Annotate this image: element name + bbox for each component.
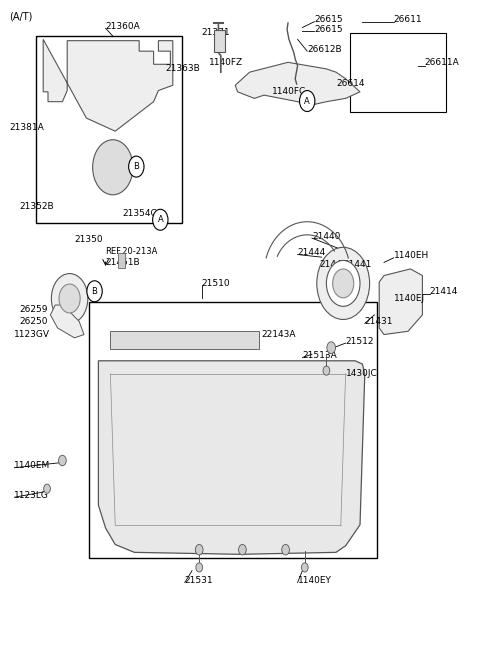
Circle shape — [59, 284, 80, 313]
Text: (A/T): (A/T) — [10, 11, 33, 22]
Text: 1140EY: 1140EY — [298, 576, 332, 585]
Circle shape — [153, 209, 168, 230]
Text: 21451B: 21451B — [106, 258, 140, 267]
Circle shape — [282, 544, 289, 555]
Circle shape — [129, 156, 144, 177]
Circle shape — [51, 274, 88, 323]
Polygon shape — [379, 269, 422, 335]
Text: 21441: 21441 — [343, 260, 372, 269]
Text: 26612B: 26612B — [307, 45, 342, 54]
Text: 21443: 21443 — [319, 260, 348, 269]
Text: 1430JC: 1430JC — [346, 369, 377, 379]
Circle shape — [93, 140, 133, 195]
Text: 26615: 26615 — [314, 25, 343, 34]
Text: 21444: 21444 — [298, 248, 326, 257]
Text: 26250: 26250 — [19, 317, 48, 326]
Text: 21414: 21414 — [430, 287, 458, 297]
Bar — [89, 302, 377, 558]
Text: REF.20-213A: REF.20-213A — [106, 247, 158, 256]
Text: 1140FZ: 1140FZ — [209, 58, 243, 67]
Circle shape — [327, 342, 336, 354]
Text: 21510: 21510 — [202, 279, 230, 288]
Text: 21512: 21512 — [346, 337, 374, 346]
Text: 22143A: 22143A — [262, 330, 296, 339]
Bar — [118, 253, 125, 268]
Text: 26611: 26611 — [394, 15, 422, 24]
Circle shape — [87, 281, 102, 302]
Circle shape — [196, 563, 203, 572]
Text: 21381A: 21381A — [10, 123, 44, 133]
Text: 1140EM: 1140EM — [14, 461, 51, 470]
Circle shape — [59, 455, 66, 466]
Polygon shape — [98, 361, 365, 554]
Polygon shape — [235, 62, 360, 105]
Text: 21354C: 21354C — [122, 209, 157, 218]
Text: 21350: 21350 — [74, 235, 103, 244]
Bar — [36, 36, 182, 223]
Text: B: B — [133, 162, 139, 171]
Text: 21360A: 21360A — [106, 22, 140, 31]
Circle shape — [195, 544, 203, 555]
Bar — [214, 30, 225, 52]
Circle shape — [326, 260, 360, 306]
Circle shape — [301, 563, 308, 572]
Bar — [110, 331, 259, 349]
Text: 1123GV: 1123GV — [14, 330, 50, 339]
Text: 1140EH: 1140EH — [394, 251, 429, 260]
Polygon shape — [43, 39, 173, 131]
Text: B: B — [92, 287, 97, 296]
Text: 21531: 21531 — [185, 576, 214, 585]
Text: 1140FC: 1140FC — [272, 87, 306, 96]
Text: 1140EJ: 1140EJ — [394, 294, 425, 303]
Text: 21363B: 21363B — [166, 64, 200, 73]
Text: 21431: 21431 — [365, 317, 393, 326]
Circle shape — [239, 544, 246, 555]
Bar — [350, 33, 446, 112]
Text: 26614: 26614 — [336, 79, 364, 88]
Circle shape — [317, 247, 370, 319]
Text: A: A — [304, 96, 310, 106]
Text: 21513A: 21513A — [302, 351, 337, 360]
Circle shape — [333, 269, 354, 298]
Circle shape — [300, 91, 315, 112]
Polygon shape — [50, 305, 84, 338]
Text: 26611A: 26611A — [425, 58, 459, 67]
Text: 1123LG: 1123LG — [14, 491, 49, 500]
Text: 21352B: 21352B — [19, 202, 54, 211]
Circle shape — [44, 484, 50, 493]
Text: 26259: 26259 — [19, 305, 48, 314]
Text: 21440: 21440 — [312, 232, 340, 241]
Text: A: A — [157, 215, 163, 224]
Circle shape — [323, 366, 330, 375]
Text: 21371: 21371 — [202, 28, 230, 37]
Text: 26615: 26615 — [314, 15, 343, 24]
